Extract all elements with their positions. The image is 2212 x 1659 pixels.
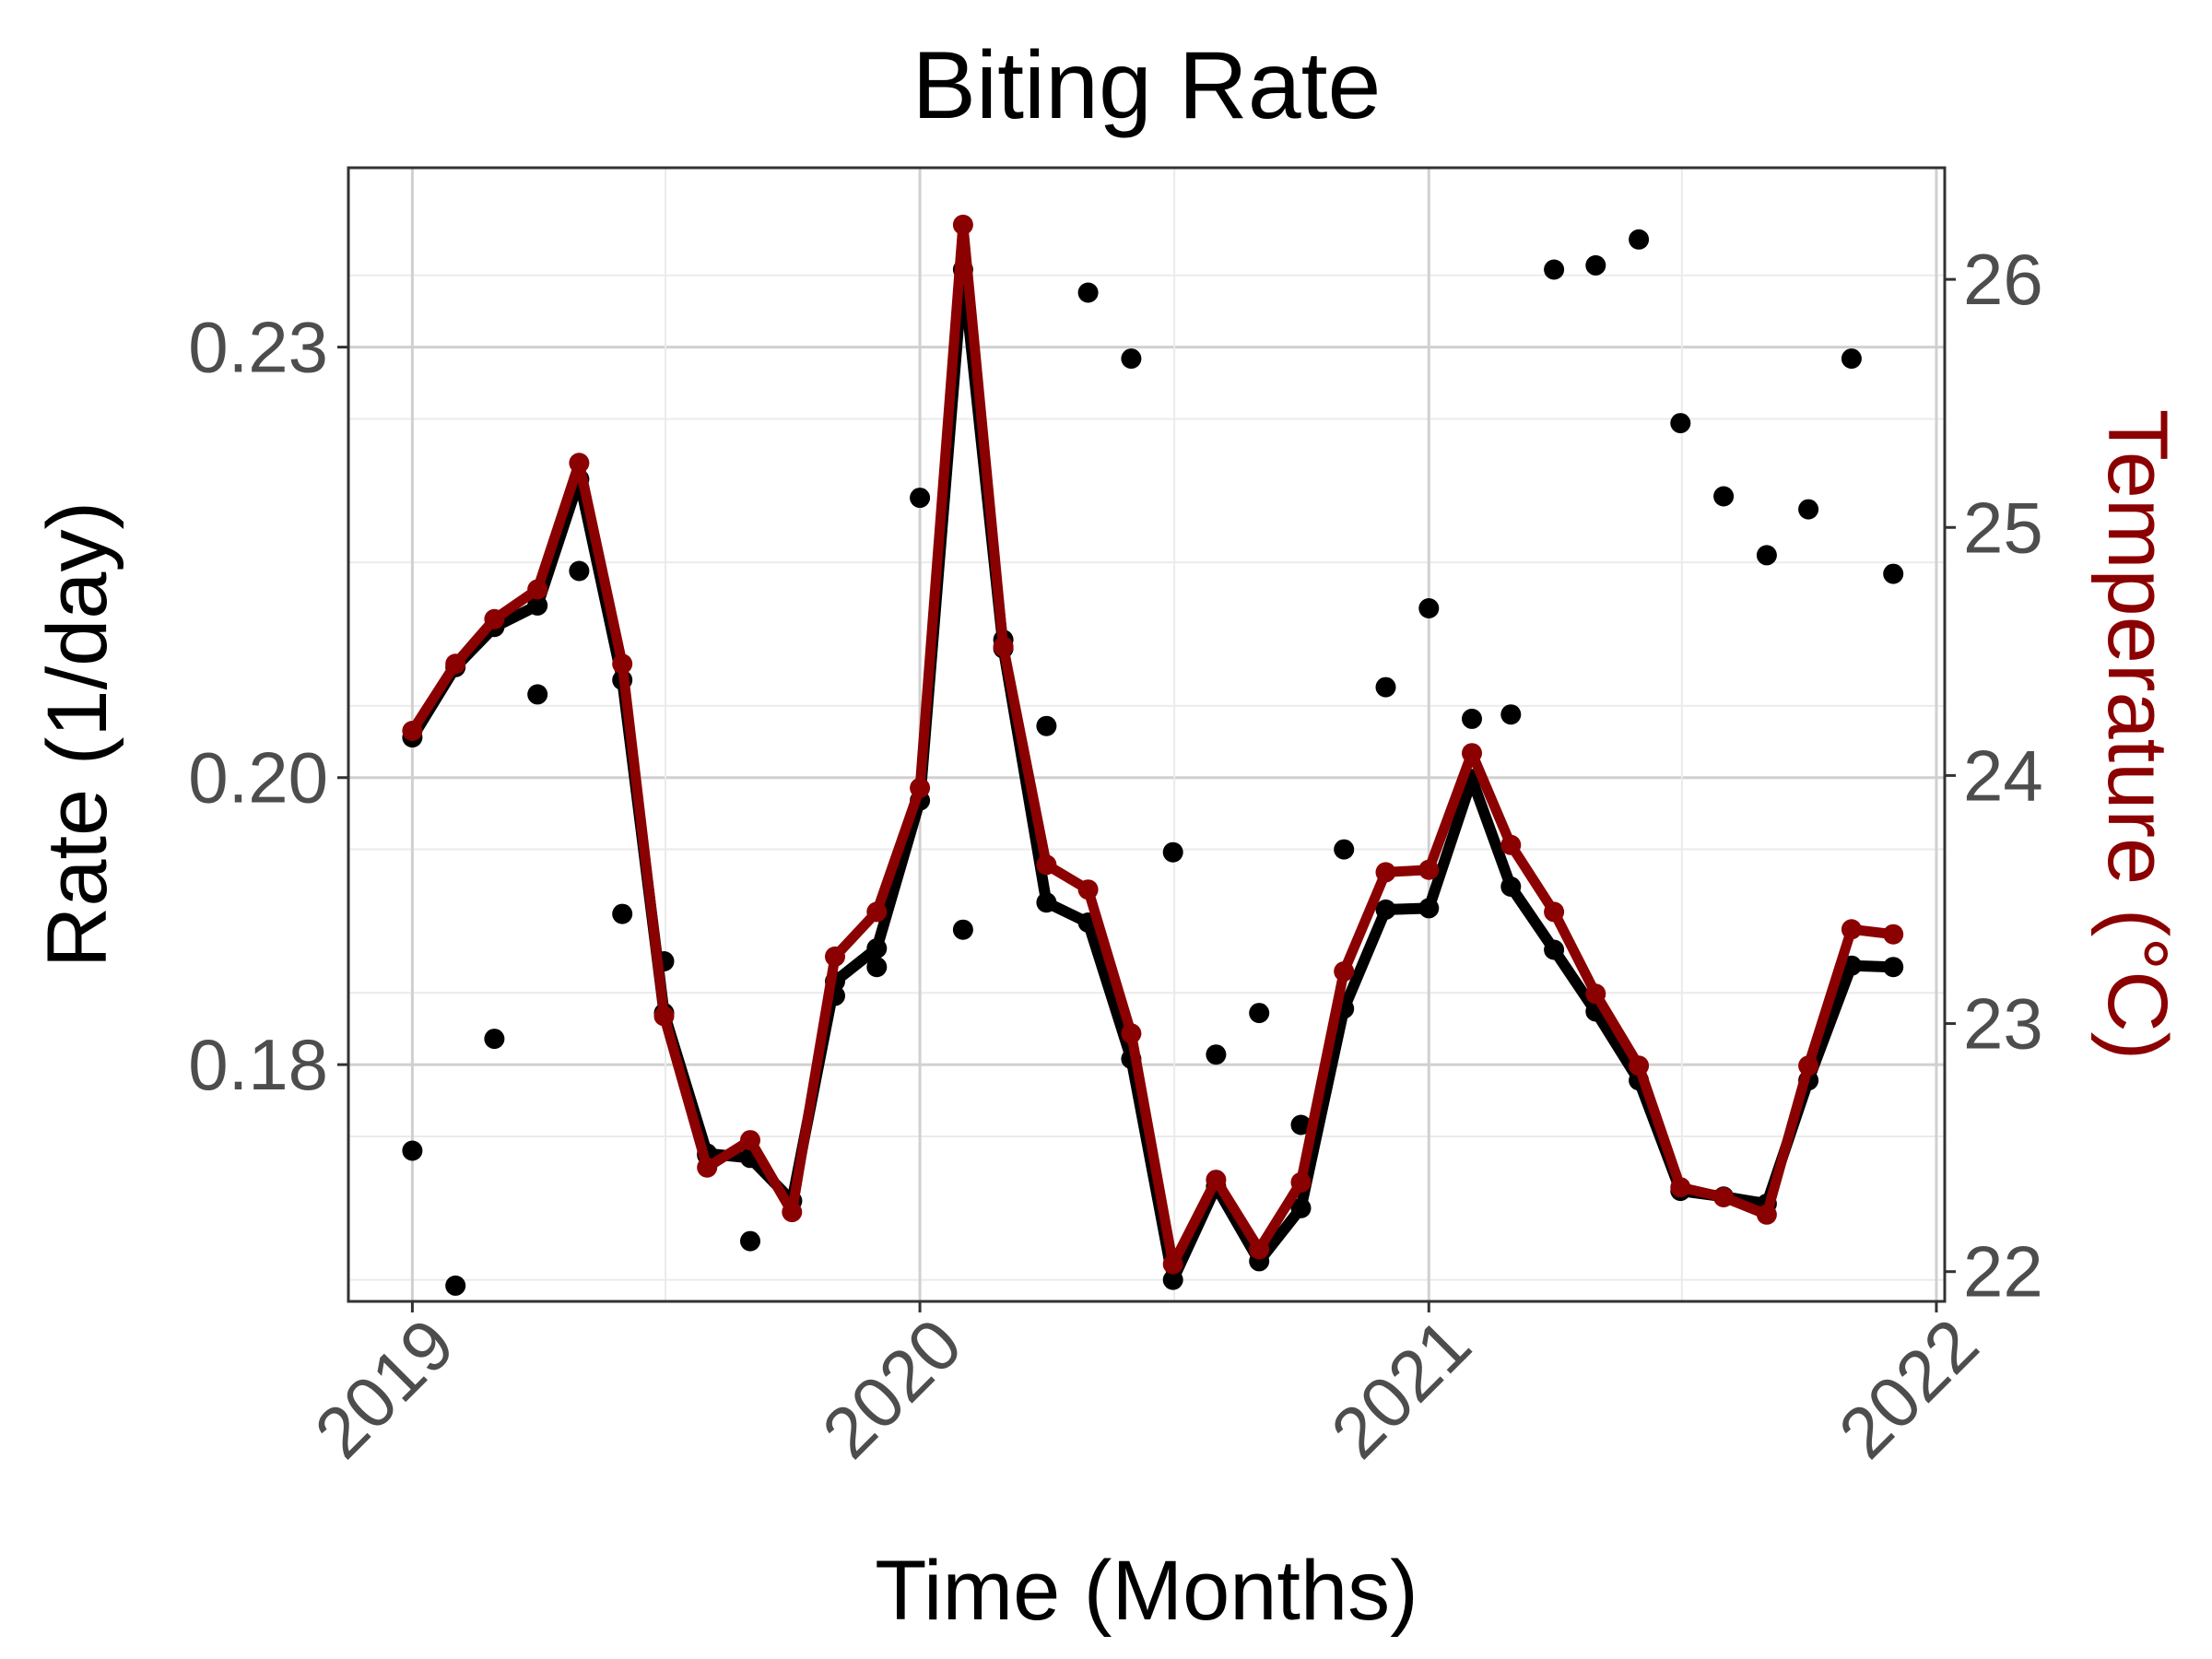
y-axis-title: Rate (1/day) [30, 501, 124, 968]
series-0-point [1713, 486, 1735, 507]
y-right-tick-label: 23 [1963, 983, 2043, 1065]
series-0-point [1162, 841, 1183, 863]
series-0-point [1375, 677, 1396, 698]
series-2-point [653, 1006, 675, 1027]
series-2-point [402, 721, 423, 741]
series-1-point [1036, 892, 1057, 913]
axis-layer: 0.18 0.20 0.23 22 23 24 25 26 2019 2020 2021 2022 [188, 239, 2043, 1474]
series-0-point [952, 919, 973, 940]
series-0-point [612, 903, 633, 924]
series-0-point [527, 684, 548, 705]
x-tick-label: 2020 [806, 1303, 977, 1474]
y-right-tick-label: 24 [1963, 735, 2043, 816]
series-1-point [1418, 898, 1440, 919]
series-2-point [910, 777, 931, 798]
y-right-tick-label: 25 [1963, 487, 2043, 568]
series-0-point [1418, 598, 1440, 618]
series-0-point [1756, 545, 1777, 566]
series-0-point [1077, 282, 1099, 303]
series-0-point [1290, 1114, 1312, 1135]
series-1-point [1544, 939, 1565, 960]
y-right-tick-label: 22 [1963, 1231, 2043, 1312]
series-2-point [697, 1157, 718, 1178]
series-0-point [1121, 348, 1142, 370]
series-2-point [1375, 862, 1396, 883]
series-layer [402, 214, 1904, 1296]
y-right-tick-label: 26 [1963, 239, 2043, 320]
series-2-point [1544, 901, 1565, 923]
series-0-point [1629, 229, 1650, 250]
series-1-point [1375, 899, 1396, 920]
y-tick-label: 0.18 [188, 1024, 328, 1105]
y-tick-label: 0.23 [188, 307, 328, 388]
series-2-point [612, 653, 633, 675]
series-0-point [1334, 839, 1355, 860]
series-0-point [1544, 259, 1565, 280]
series-2-point [1883, 924, 1904, 945]
series-2-point [782, 1202, 803, 1223]
series-1-point [1500, 877, 1522, 897]
series-0-point [484, 1029, 505, 1050]
series-0-point [1462, 708, 1482, 729]
series-0-point [1249, 1003, 1270, 1024]
series-2-point [1756, 1204, 1777, 1225]
series-2-point [1670, 1177, 1691, 1198]
x-tick-label: 2022 [1823, 1303, 1994, 1474]
series-2-point [1841, 919, 1862, 940]
series-2-point [1206, 1170, 1227, 1191]
series-0-point [740, 1230, 760, 1252]
series-2-point [484, 608, 505, 629]
series-0-point [1500, 704, 1522, 725]
x-tick-label: 2019 [299, 1303, 469, 1474]
series-2-point [527, 579, 548, 600]
y-right-axis-title: Temperature (°C) [2090, 409, 2184, 1061]
series-2-point [1500, 834, 1522, 855]
plot-panel-border [347, 166, 1947, 1303]
series-0-point [402, 1140, 423, 1161]
series-0-point [445, 1275, 466, 1296]
series-0-point [1670, 413, 1691, 434]
series-2-point [445, 653, 466, 675]
series-2-point [993, 636, 1014, 657]
chart-title: Biting Rate [912, 32, 1382, 139]
series-1-point [527, 594, 548, 616]
series-2-point [866, 901, 888, 923]
series-0-point [1585, 254, 1606, 276]
x-axis-title: Time (Months) [875, 1544, 1418, 1638]
y-tick-label: 0.20 [188, 737, 328, 818]
series-2-point [825, 946, 845, 967]
x-tick-label: 2021 [1315, 1303, 1486, 1474]
series-1-point [1883, 957, 1904, 978]
series-2-point [1585, 983, 1606, 1005]
series-2-point [1629, 1055, 1650, 1077]
series-2-point [740, 1130, 760, 1151]
series-2-point [1121, 1023, 1142, 1044]
series-2-point [1290, 1171, 1312, 1193]
series-0-point [1883, 563, 1904, 584]
series-2-point [569, 453, 590, 474]
series-2-point [1334, 961, 1355, 982]
series-0-point [1036, 715, 1057, 736]
series-0-point [1841, 348, 1862, 370]
series-0-point [569, 560, 590, 582]
series-1-point [1162, 1269, 1183, 1290]
series-2-line [406, 219, 1899, 1270]
series-2-point [1162, 1253, 1183, 1275]
series-0-point [910, 488, 931, 509]
series-2-point [1077, 879, 1099, 900]
series-2-point [1036, 854, 1057, 876]
series-2-point [1249, 1239, 1270, 1260]
series-2-point [1418, 859, 1440, 880]
series-2-point [1462, 743, 1482, 764]
series-2-point [952, 214, 973, 235]
series-2-point [1798, 1055, 1819, 1077]
series-0-point [1206, 1044, 1227, 1065]
series-0-point [1798, 499, 1819, 520]
series-0-point [866, 957, 888, 978]
series-1-point [866, 938, 888, 959]
series-1-point [1290, 1197, 1312, 1218]
series-2-point [1713, 1187, 1735, 1207]
